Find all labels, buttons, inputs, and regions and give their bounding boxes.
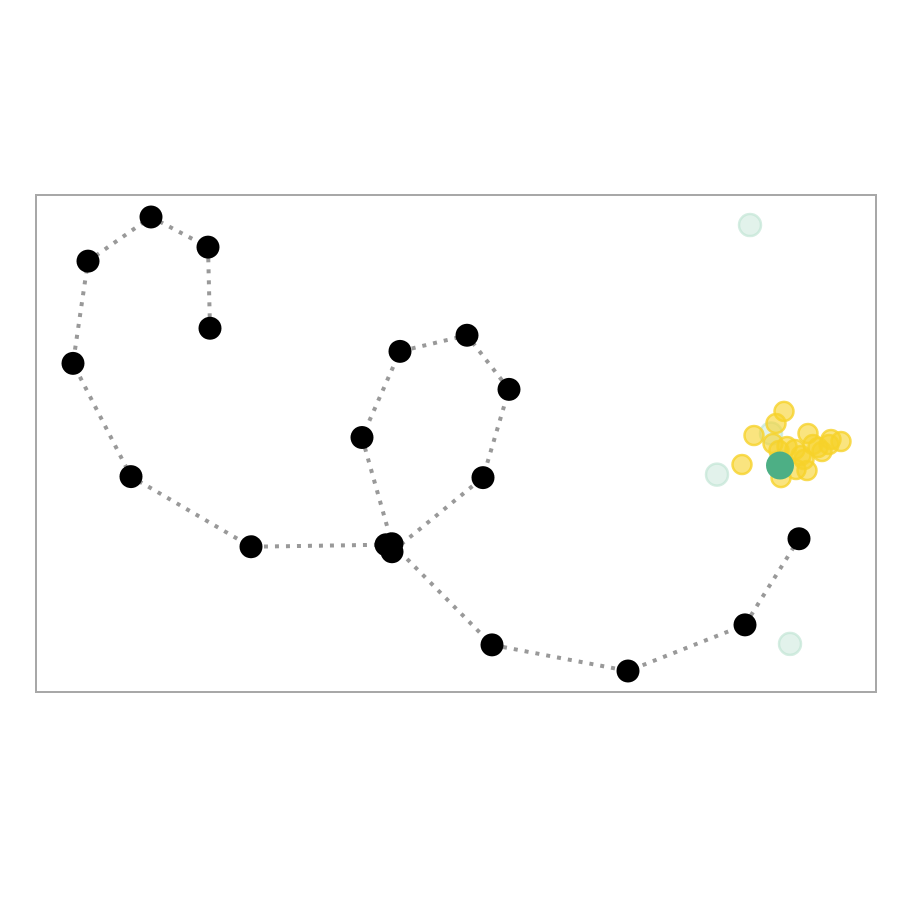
path-point — [455, 323, 479, 347]
path-point — [239, 535, 263, 559]
path-point — [76, 249, 100, 273]
faint-point — [737, 212, 763, 238]
path-point — [350, 425, 374, 449]
path-point — [471, 466, 495, 490]
path-point — [497, 377, 521, 401]
path-point — [380, 532, 404, 556]
path-point — [388, 339, 412, 363]
path-point — [787, 527, 811, 551]
path-point — [616, 659, 640, 683]
cloud-point — [765, 412, 787, 435]
focus-point-layer — [766, 451, 794, 480]
path-point — [198, 316, 222, 340]
plot-frame — [35, 194, 877, 693]
faint-point — [704, 462, 730, 487]
path-point — [733, 613, 757, 637]
path-point — [61, 351, 85, 375]
focus-point — [766, 451, 794, 480]
path-point — [139, 205, 163, 229]
path-layer — [61, 205, 811, 683]
cloud-point — [731, 453, 753, 476]
path-point — [480, 633, 504, 657]
path-point — [119, 465, 143, 489]
cloud-point — [743, 424, 765, 447]
faint-point — [777, 631, 803, 657]
path-point — [196, 235, 220, 259]
cloud-points-layer — [731, 400, 852, 489]
cloud-point — [790, 444, 812, 467]
